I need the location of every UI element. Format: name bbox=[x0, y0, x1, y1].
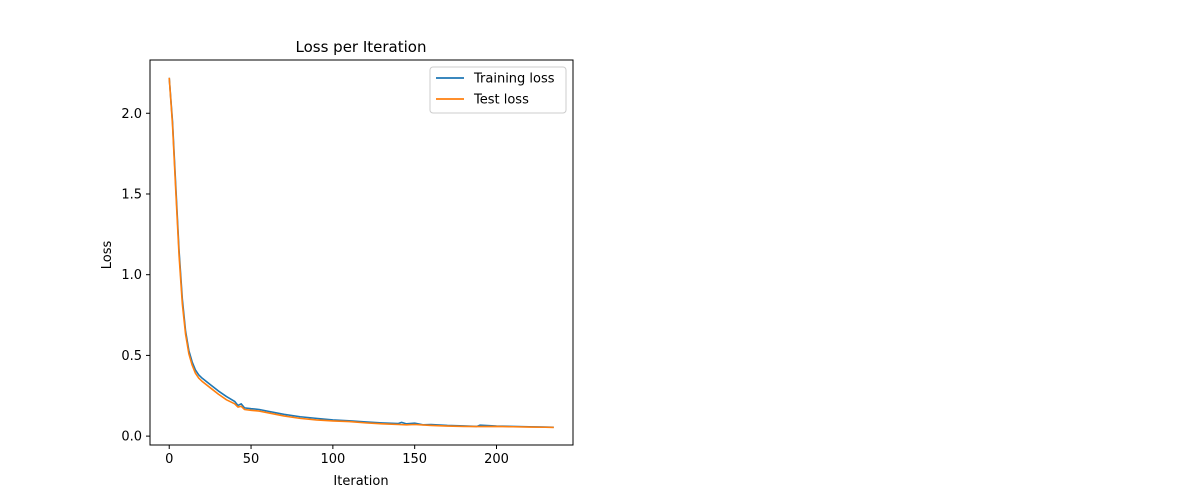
chart-title: Loss per Iteration bbox=[296, 38, 427, 56]
y-axis-label: Loss bbox=[100, 241, 115, 270]
plot-area-frame bbox=[149, 59, 574, 446]
x-tick-label: 150 bbox=[402, 452, 427, 467]
legend-label: Test loss bbox=[473, 93, 529, 108]
ticks-layer: 0 50 100 150 200 0.0 0.5 1.0 1.5 2.0 bbox=[121, 107, 509, 467]
y-tick-label: 0.5 bbox=[121, 349, 142, 364]
y-tick-label: 1.5 bbox=[121, 187, 142, 202]
x-tick-label: 0 bbox=[165, 452, 173, 467]
legend: Training loss Test loss bbox=[429, 66, 567, 114]
x-tick-label: 50 bbox=[243, 452, 260, 467]
y-tick-label: 0.0 bbox=[121, 430, 142, 445]
x-axis-label: Iteration bbox=[333, 474, 388, 489]
x-tick-label: 200 bbox=[484, 452, 509, 467]
lines-layer bbox=[168, 77, 554, 429]
x-tick-label: 100 bbox=[320, 452, 345, 467]
y-tick-label: 1.0 bbox=[121, 268, 142, 283]
y-tick-label: 2.0 bbox=[121, 107, 142, 122]
series-line-test-loss bbox=[168, 77, 554, 429]
legend-label: Training loss bbox=[473, 72, 555, 87]
